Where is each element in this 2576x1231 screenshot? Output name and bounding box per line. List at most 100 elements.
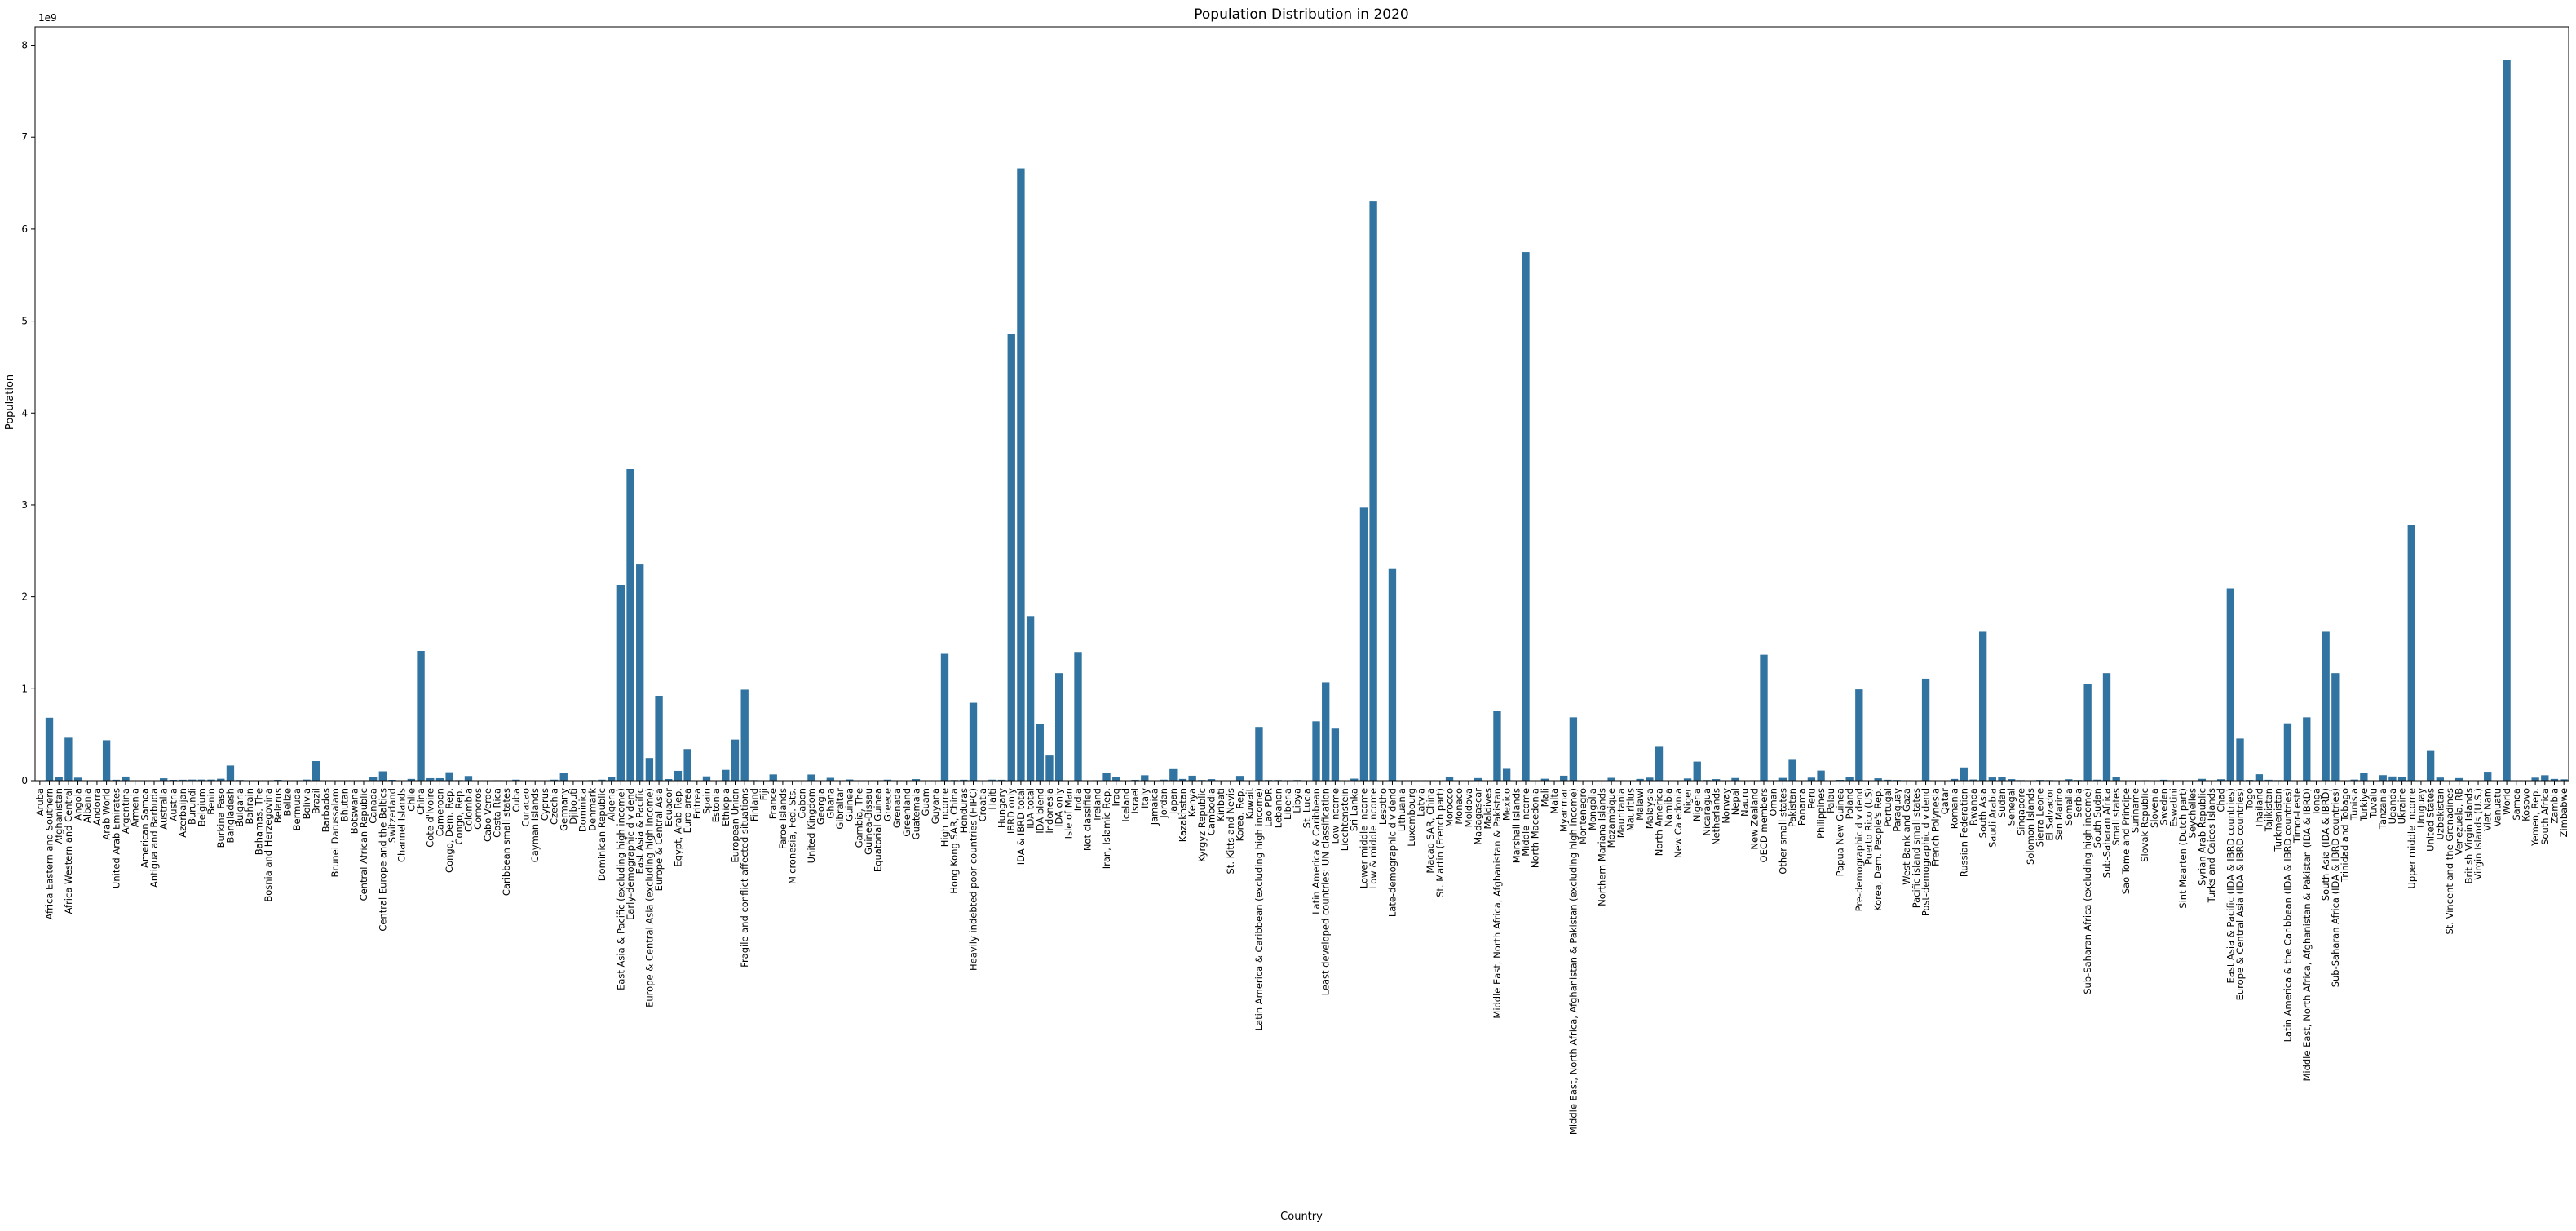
x-tick-label: United States: [2425, 788, 2437, 852]
x-tick-label: Ecuador: [663, 788, 674, 826]
bar: [550, 779, 559, 781]
bar: [217, 778, 225, 781]
bar: [2226, 588, 2235, 781]
x-tick-label: Europe & Central Asia (excluding high in…: [643, 788, 655, 1007]
bar: [1655, 746, 1664, 781]
x-tick-label: Estonia: [710, 788, 722, 822]
bar: [2008, 779, 2016, 781]
x-tick-label: Burkina Faso: [215, 788, 227, 848]
x-tick-label: Philippines: [1815, 788, 1827, 839]
x-tick-label: Singapore: [2015, 788, 2026, 835]
x-tick-label: Libya: [1292, 788, 1303, 813]
x-tick-label: Eswatini: [2167, 788, 2179, 827]
bar: [1359, 507, 1368, 781]
x-tick-label: Panama: [1796, 788, 1808, 826]
x-tick-label: St. Kitts and Nevis: [1225, 788, 1236, 874]
bar: [1331, 728, 1340, 781]
x-tick-label: Madagascar: [1473, 788, 1484, 845]
bar: [512, 779, 520, 781]
x-tick-label: Turkiye: [2358, 788, 2370, 822]
x-tick-label: World: [2501, 788, 2512, 815]
x-tick-label: Zambia: [2548, 788, 2560, 824]
x-tick-label: Colombia: [462, 788, 474, 832]
x-tick-label: Other small states: [1777, 788, 1788, 875]
bar: [226, 765, 235, 781]
x-tick-label: Guatemala: [910, 788, 921, 839]
x-tick-label: Egypt, Arab Rep.: [672, 788, 683, 867]
x-tick-label: Bolivia: [301, 788, 312, 819]
x-tick-label: Cambodia: [1206, 788, 1217, 835]
bar: [169, 779, 178, 781]
bar: [1045, 755, 1054, 781]
bar: [1569, 717, 1578, 781]
bar: [1960, 767, 1968, 781]
x-tick-label: Eritrea: [691, 788, 703, 819]
x-tick-label: Jamaica: [1148, 788, 1160, 826]
x-tick-label: Romania: [1949, 788, 1960, 829]
x-tick-label: Cameroon: [434, 788, 445, 836]
x-tick-label: Liechtenstein: [1339, 788, 1350, 851]
bar: [1712, 779, 1721, 781]
y-tick-label: 0: [21, 775, 28, 786]
x-tick-label: Yemen, Rep.: [2530, 788, 2541, 847]
x-tick-label: Europe & Central Asia (IDA & IBRD countr…: [2234, 788, 2246, 1000]
x-tick-label: Nicaragua: [1701, 788, 1712, 836]
bar: [1026, 616, 1035, 781]
x-tick-label: East Asia & Pacific: [634, 788, 646, 874]
bar: [2541, 775, 2549, 781]
x-tick-label: Malawi: [1634, 788, 1646, 821]
bar: [1788, 759, 1796, 781]
x-tick-label: Latin America & the Caribbean (IDA & IBR…: [2282, 788, 2293, 1042]
x-tick-label: Montenegro: [1577, 788, 1588, 844]
x-tick-label: Oman: [1768, 788, 1779, 817]
x-tick-label: Middle East, North Africa, Afghanistan &…: [1491, 788, 1503, 1019]
bar: [445, 772, 453, 781]
bar: [2216, 779, 2225, 781]
x-tick-label: Luxembourg: [1406, 788, 1417, 847]
x-tick-label: Niger: [1682, 788, 1694, 813]
bar: [636, 564, 644, 781]
bar: [1141, 775, 1149, 781]
bar: [1074, 652, 1082, 781]
x-tick-label: Croatia: [977, 788, 988, 821]
bar: [2531, 777, 2539, 781]
x-tick-label: Gibraltar: [834, 788, 846, 830]
chart-title: Population Distribution in 2020: [1194, 7, 1408, 23]
bar: [1502, 768, 1511, 781]
bar: [2397, 777, 2406, 781]
x-tick-label: Viet Nam: [2482, 788, 2494, 831]
x-tick-label: American Samoa: [139, 788, 150, 868]
x-tick-label: Poland: [1844, 788, 1855, 819]
bar: [1036, 724, 1044, 781]
x-tick-label: St. Vincent and the Grenadines: [2444, 788, 2455, 935]
x-tick-label: Sweden: [2158, 788, 2170, 825]
bar: [378, 771, 387, 781]
bar: [407, 778, 416, 781]
x-tick-label: Slovenia: [2149, 788, 2160, 828]
x-tick-label: Netherlands: [1711, 788, 1722, 845]
x-tick-label: Kenya: [1186, 788, 1198, 817]
x-tick-label: IBRD only: [1005, 788, 1017, 834]
bar: [207, 779, 215, 781]
x-tick-label: Thailand: [2253, 788, 2264, 829]
x-tick-label: Tuvalu: [2368, 788, 2379, 819]
x-tick-label: Honduras: [958, 788, 970, 833]
x-tick-label: Namibia: [1663, 788, 1674, 827]
x-tick-label: Costa Rica: [492, 788, 503, 838]
bar: [274, 779, 282, 781]
x-tick-label: Iraq: [1111, 788, 1122, 806]
x-tick-label: Cayman Islands: [529, 788, 541, 862]
x-tick-label: Antigua and Barbuda: [148, 788, 160, 888]
bar: [426, 777, 435, 781]
x-tick-label: Slovak Republic: [2139, 788, 2150, 862]
x-tick-label: St. Lucia: [1301, 788, 1312, 828]
x-tick-label: Moldova: [1463, 788, 1474, 827]
x-tick-label: Canada: [368, 788, 379, 824]
x-tick-label: Australia: [158, 788, 170, 830]
bar: [2550, 778, 2559, 781]
x-tick-label: Tajikistan: [2263, 788, 2274, 832]
bar: [1054, 673, 1063, 781]
bar: [2112, 777, 2120, 781]
x-tick-label: Botswana: [348, 788, 360, 834]
